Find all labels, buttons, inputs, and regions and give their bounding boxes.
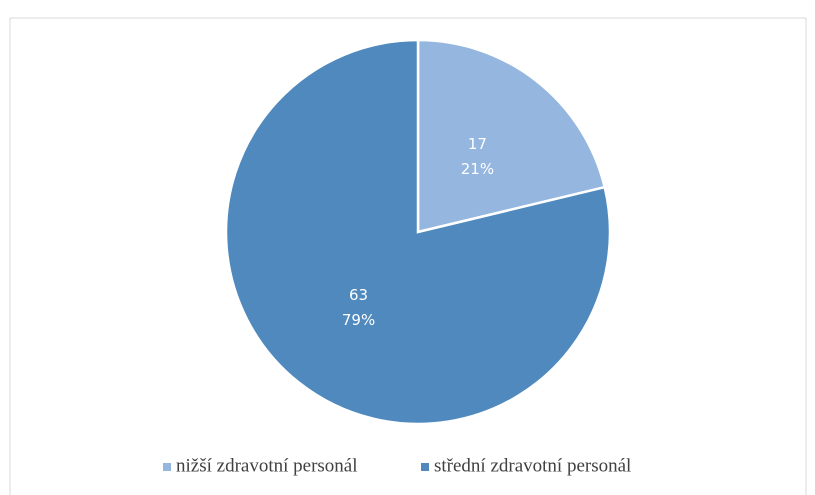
value-label: 17 — [468, 135, 487, 153]
legend-swatch — [163, 463, 171, 471]
pie-slice — [224, 38, 612, 426]
value-label: 63 — [349, 286, 368, 304]
percent-label: 79% — [342, 311, 375, 329]
legend-label: nižší zdravotní personál — [176, 455, 358, 476]
percent-label: 21% — [461, 160, 494, 178]
legend-label: střední zdravotní personál — [434, 455, 631, 476]
legend-swatch — [421, 463, 429, 471]
pie-slice — [416, 38, 607, 234]
